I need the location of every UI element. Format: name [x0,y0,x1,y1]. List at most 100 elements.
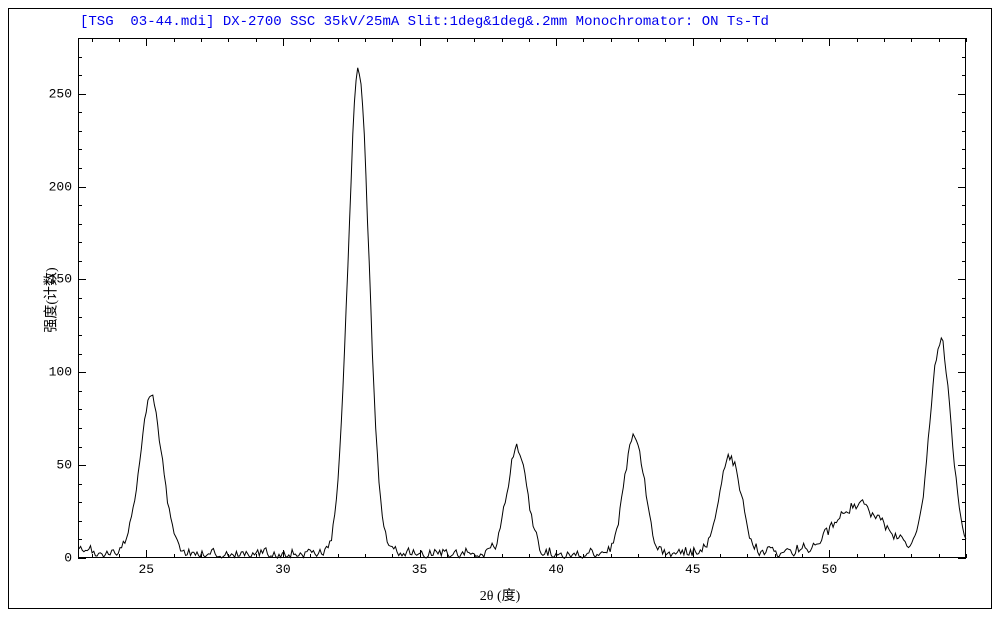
x-minor-tick [939,554,940,558]
y-major-tick [958,94,966,95]
y-minor-tick [962,168,966,169]
x-tick-label: 25 [138,562,154,577]
y-minor-tick [78,149,82,150]
x-minor-tick [720,554,721,558]
y-tick-label: 0 [64,551,72,566]
x-minor-tick [365,554,366,558]
y-minor-tick [78,484,82,485]
chart-header-title: [TSG 03-44.mdi] DX-2700 SSC 35kV/25mA Sl… [80,14,769,30]
x-minor-tick [447,38,448,42]
y-minor-tick [962,521,966,522]
xrd-line-plot [79,39,967,559]
x-major-tick [420,550,421,558]
y-minor-tick [962,57,966,58]
y-minor-tick [962,131,966,132]
x-minor-tick [638,38,639,42]
x-minor-tick [966,554,967,558]
x-minor-tick [174,38,175,42]
x-minor-tick [365,38,366,42]
x-minor-tick [474,38,475,42]
y-minor-tick [962,447,966,448]
y-tick-label: 200 [49,179,72,194]
x-minor-tick [611,554,612,558]
x-major-tick [556,550,557,558]
x-minor-tick [119,38,120,42]
y-minor-tick [962,317,966,318]
y-minor-tick [962,391,966,392]
y-minor-tick [962,335,966,336]
y-minor-tick [962,539,966,540]
y-major-tick [78,187,86,188]
y-minor-tick [962,428,966,429]
y-major-tick [958,187,966,188]
x-minor-tick [583,554,584,558]
y-major-tick [78,372,86,373]
x-minor-tick [775,38,776,42]
x-minor-tick [747,38,748,42]
y-minor-tick [78,131,82,132]
y-major-tick [958,558,966,559]
x-minor-tick [256,554,257,558]
x-minor-tick [802,38,803,42]
x-minor-tick [939,38,940,42]
y-major-tick [78,94,86,95]
y-minor-tick [78,298,82,299]
y-minor-tick [962,298,966,299]
y-tick-label: 50 [56,458,72,473]
y-minor-tick [78,242,82,243]
x-major-tick [693,550,694,558]
x-major-tick [829,38,830,46]
x-tick-label: 40 [548,562,564,577]
x-tick-label: 45 [685,562,701,577]
y-minor-tick [962,205,966,206]
x-major-tick [146,550,147,558]
x-minor-tick [119,554,120,558]
x-major-tick [693,38,694,46]
x-minor-tick [174,554,175,558]
y-minor-tick [78,428,82,429]
x-minor-tick [911,554,912,558]
y-minor-tick [78,521,82,522]
x-major-tick [556,38,557,46]
x-minor-tick [802,554,803,558]
y-minor-tick [78,75,82,76]
x-minor-tick [338,554,339,558]
y-minor-tick [78,539,82,540]
y-minor-tick [962,242,966,243]
x-major-tick [146,38,147,46]
y-minor-tick [962,502,966,503]
x-minor-tick [665,38,666,42]
x-major-tick [420,38,421,46]
x-minor-tick [474,554,475,558]
y-minor-tick [78,447,82,448]
x-minor-tick [529,38,530,42]
x-minor-tick [392,554,393,558]
x-minor-tick [502,554,503,558]
y-major-tick [958,465,966,466]
y-minor-tick [962,75,966,76]
x-minor-tick [775,554,776,558]
y-minor-tick [78,354,82,355]
x-minor-tick [966,38,967,42]
x-minor-tick [884,554,885,558]
x-minor-tick [884,38,885,42]
y-major-tick [78,558,86,559]
y-minor-tick [78,38,82,39]
y-minor-tick [962,409,966,410]
y-minor-tick [78,168,82,169]
x-minor-tick [502,38,503,42]
x-minor-tick [310,554,311,558]
plot-area [78,38,966,558]
x-minor-tick [857,38,858,42]
y-tick-label: 150 [49,272,72,287]
x-minor-tick [911,38,912,42]
xrd-series-line [79,68,966,559]
y-tick-label: 100 [49,365,72,380]
x-minor-tick [529,554,530,558]
x-minor-tick [201,554,202,558]
y-minor-tick [962,484,966,485]
x-minor-tick [228,554,229,558]
x-tick-label: 35 [412,562,428,577]
y-minor-tick [78,112,82,113]
x-minor-tick [665,554,666,558]
